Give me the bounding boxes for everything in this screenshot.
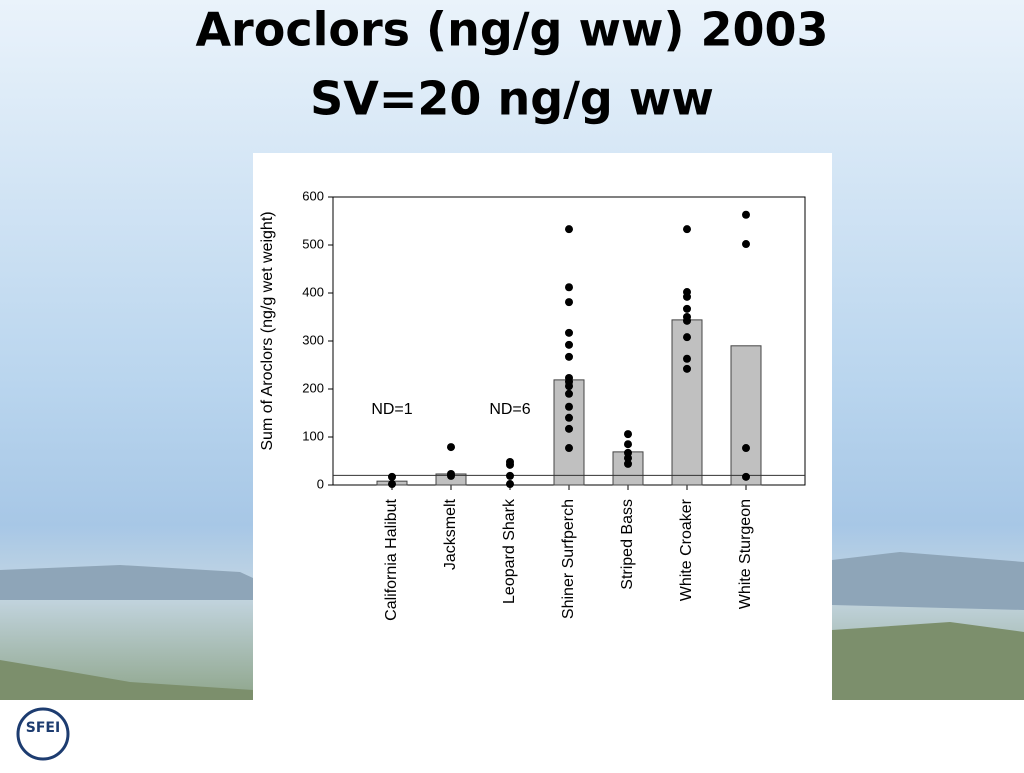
annotation: ND=1: [371, 401, 412, 418]
x-tick-label: California Halibut: [383, 498, 400, 620]
data-point: [565, 340, 573, 349]
title-line: SV=20 ng/g ww: [310, 72, 714, 126]
data-point: [565, 402, 573, 411]
data-point: [624, 430, 632, 439]
data-point: [742, 210, 750, 219]
logo-text: SFEI: [26, 720, 60, 736]
data-point: [388, 472, 396, 481]
data-point: [683, 354, 691, 363]
data-point: [388, 480, 396, 489]
y-tick-label: 100: [302, 428, 324, 443]
data-point: [565, 444, 573, 453]
data-point: [447, 471, 455, 480]
data-point: [683, 364, 691, 373]
data-point: [447, 443, 455, 452]
data-point: [565, 328, 573, 337]
data-point: [565, 389, 573, 398]
x-tick-label: Striped Bass: [619, 499, 636, 590]
data-point: [742, 472, 750, 481]
y-tick-label: 400: [302, 284, 324, 299]
data-point: [565, 352, 573, 361]
data-point: [506, 460, 514, 469]
data-point: [506, 471, 514, 480]
bar: [671, 319, 703, 486]
data-point: [565, 424, 573, 433]
data-point: [506, 480, 514, 489]
y-tick-label: 200: [302, 380, 324, 395]
data-point: [742, 240, 750, 249]
data-point: [683, 292, 691, 301]
data-point: [683, 316, 691, 325]
data-point: [683, 225, 691, 234]
land: [0, 622, 1024, 700]
data-point: [683, 333, 691, 342]
hills: [0, 552, 1024, 610]
y-tick-label: 300: [302, 332, 324, 347]
title-line: Aroclors (ng/g ww) 2003: [195, 3, 828, 57]
bar: [730, 345, 762, 486]
x-tick-label: Shiner Surfperch: [560, 499, 577, 619]
data-point: [565, 298, 573, 307]
data-point: [565, 413, 573, 422]
y-axis-title: Sum of Aroclors (ng/g wet weight): [259, 211, 276, 450]
data-point: [565, 225, 573, 234]
x-tick-label: White Sturgeon: [737, 499, 754, 609]
annotation: ND=6: [489, 401, 530, 418]
data-point: [624, 440, 632, 449]
x-tick-label: Jacksmelt: [442, 498, 459, 570]
data-point: [624, 454, 632, 463]
chart: 0 100 200 300 400 500 600 Sum of Aroclors (ng/g…: [259, 188, 806, 621]
data-point: [624, 459, 632, 468]
y-tick-label: 0: [317, 476, 324, 491]
footer: [0, 700, 1024, 768]
logo: [16, 707, 70, 761]
data-point: [683, 304, 691, 313]
y-tick-label: 600: [302, 188, 324, 203]
x-tick-label: White Croaker: [678, 498, 695, 601]
y-tick-label: 500: [302, 236, 324, 251]
data-point: [565, 382, 573, 391]
x-tick-label: Leopard Shark: [501, 498, 518, 604]
data-point: [565, 283, 573, 292]
data-point: [742, 444, 750, 453]
